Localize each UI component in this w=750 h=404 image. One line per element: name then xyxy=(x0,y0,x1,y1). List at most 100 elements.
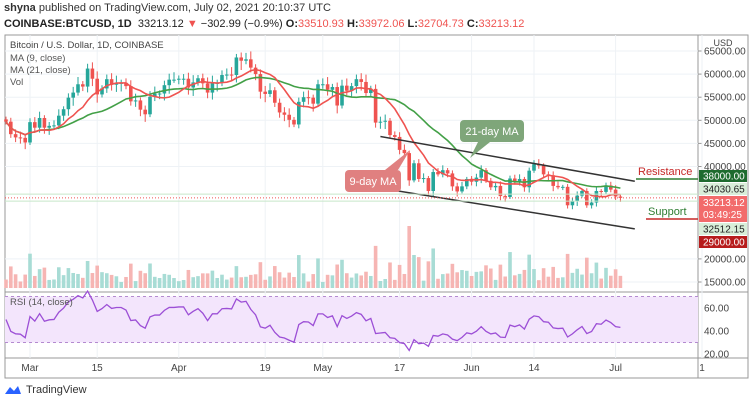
support-tag-text: 29000.00 xyxy=(703,238,745,249)
candle-body xyxy=(561,186,565,188)
candle-body xyxy=(397,136,402,150)
candle-body xyxy=(71,92,75,98)
volume-bar xyxy=(28,253,32,288)
volume-bar xyxy=(527,254,531,288)
rsi-tick-label: 20.00 xyxy=(704,350,729,361)
volume-bar xyxy=(604,267,608,288)
volume-bar xyxy=(503,276,507,288)
candle-body xyxy=(153,93,157,97)
close-value: 33213.12 xyxy=(478,18,525,30)
open-label: O: xyxy=(285,18,299,30)
high-label: H: xyxy=(346,18,359,30)
volume-bar xyxy=(105,273,109,288)
candle-body xyxy=(354,79,359,87)
volume-bar xyxy=(196,276,200,288)
volume-bar xyxy=(412,255,416,288)
publisher[interactable]: shyna xyxy=(4,2,36,14)
candle-body xyxy=(417,163,421,179)
candle-body xyxy=(162,85,167,94)
candle-body xyxy=(393,135,397,137)
down-arrow-icon: ▼ xyxy=(186,18,198,30)
candle-body xyxy=(325,84,330,90)
candle-body xyxy=(532,164,536,171)
volume-bar xyxy=(287,272,291,288)
candle-body xyxy=(66,97,71,110)
support-tag xyxy=(699,236,747,248)
volume-bar xyxy=(57,267,61,288)
candle-body xyxy=(167,79,171,86)
legend-vol[interactable]: Vol xyxy=(10,77,24,88)
close-label: C: xyxy=(466,18,479,30)
candle-body xyxy=(493,185,498,188)
candle-body xyxy=(258,74,263,92)
candle-body xyxy=(4,119,8,122)
volume-bar xyxy=(129,263,133,288)
low-value: 32704.73 xyxy=(417,18,464,30)
candle-body xyxy=(311,97,315,104)
volume-bar xyxy=(498,264,503,288)
volume-bar xyxy=(373,245,378,288)
legend-ma9[interactable]: MA (9, close) xyxy=(10,53,66,64)
volume-bar xyxy=(561,277,565,288)
volume-bar xyxy=(100,272,104,288)
volume-bar xyxy=(513,275,517,288)
y-tick-label: 55000.00 xyxy=(704,93,746,104)
candle-body xyxy=(273,90,277,103)
volume-bar xyxy=(565,253,570,288)
volume-bar xyxy=(201,273,205,288)
volume-bar xyxy=(210,270,215,288)
volume-bar xyxy=(13,274,18,288)
currency-label: USD xyxy=(713,38,733,48)
candle-body xyxy=(330,87,335,90)
candle-body xyxy=(604,185,608,192)
volume-bar xyxy=(585,257,589,288)
symbol: COINBASE:BTCUSD, 1D xyxy=(4,18,132,30)
volume-bar xyxy=(95,265,99,288)
candle-body xyxy=(253,67,258,75)
candle-body xyxy=(378,121,383,123)
x-tick-label: 14 xyxy=(528,363,540,374)
volume-bar xyxy=(460,270,464,288)
tradingview-logo[interactable]: TradingView xyxy=(4,384,87,396)
high-value: 33972.06 xyxy=(358,18,405,30)
volume-bar xyxy=(282,277,287,288)
volume-bar xyxy=(575,268,579,288)
candle-body xyxy=(268,90,272,94)
volume-bar xyxy=(493,279,498,288)
volume-bar xyxy=(354,273,359,288)
candle-body xyxy=(484,170,488,181)
volume-bar xyxy=(229,277,234,288)
publish-info: shyna published on TradingView.com, July… xyxy=(4,2,331,14)
candle-body xyxy=(249,59,253,68)
volume-bar xyxy=(580,274,584,288)
volume-bar xyxy=(541,268,546,288)
resistance-label: Resistance xyxy=(638,166,692,178)
candle-body xyxy=(81,84,85,87)
volume-bar xyxy=(249,274,253,288)
y-tick-label: 15000.00 xyxy=(704,278,746,289)
legend-title: Bitcoin / U.S. Dollar, 1D, COINBASE xyxy=(10,40,164,51)
volume-bar xyxy=(47,279,51,288)
candle-body xyxy=(441,170,445,175)
volume-bar xyxy=(508,252,512,288)
x-tick-label: Jul xyxy=(609,363,622,374)
candle-body xyxy=(465,178,469,187)
candle-body xyxy=(369,88,373,94)
volume-bar xyxy=(172,278,176,288)
volume-bar xyxy=(359,275,363,288)
legend-ma21[interactable]: MA (21, close) xyxy=(10,65,71,76)
last-price-tag-text: 33213.12 xyxy=(703,198,745,209)
volume-bar xyxy=(445,273,450,288)
candle-body xyxy=(460,186,464,192)
x-tick-label: 19 xyxy=(260,363,272,374)
candle-body xyxy=(618,196,623,198)
candle-body xyxy=(157,93,162,95)
candle-body xyxy=(527,170,531,188)
candle-body xyxy=(47,125,51,128)
candle-body xyxy=(508,178,512,197)
volume-bar xyxy=(33,275,37,288)
legend-rsi[interactable]: RSI (14, close) xyxy=(10,297,73,308)
volume-bar xyxy=(407,226,411,288)
